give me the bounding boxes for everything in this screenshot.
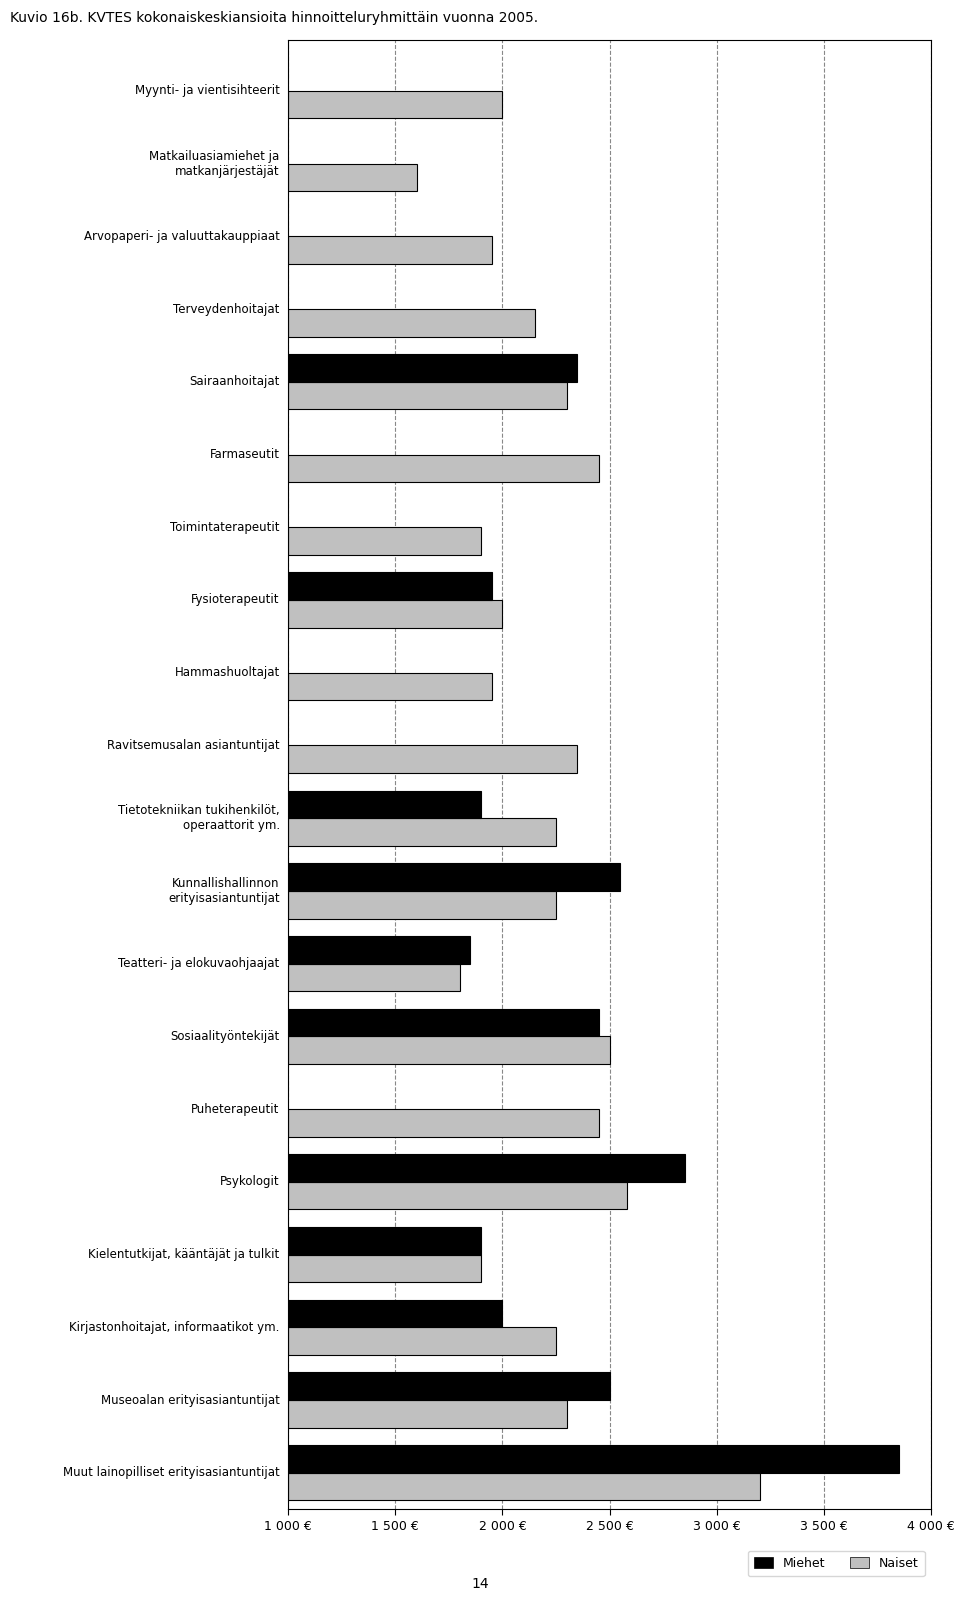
Bar (288, 1226, 481, 1255)
Bar (288, 864, 620, 891)
Bar (288, 163, 417, 192)
Bar (288, 91, 502, 118)
Bar (288, 818, 556, 846)
Text: Kuvio 16b. KVTES kokonaiskeskiansioita hinnoitteluryhmittäin vuonna 2005.: Kuvio 16b. KVTES kokonaiskeskiansioita h… (10, 11, 538, 26)
Bar (288, 1155, 684, 1182)
Bar (288, 936, 470, 963)
Bar (288, 1401, 566, 1428)
Bar (288, 672, 492, 701)
Bar (288, 1110, 599, 1137)
Bar (288, 310, 535, 337)
Bar (288, 455, 599, 482)
Bar (288, 600, 502, 628)
Bar (288, 1182, 627, 1209)
Bar (288, 1300, 502, 1327)
Bar (288, 746, 578, 773)
Bar (288, 791, 481, 818)
Bar (288, 1036, 610, 1064)
Bar (288, 1327, 556, 1354)
Bar (288, 382, 566, 409)
Bar (288, 1445, 899, 1472)
Bar (288, 963, 460, 992)
Bar (288, 527, 481, 554)
Bar (288, 355, 578, 382)
Bar (288, 1009, 599, 1036)
Bar (288, 572, 492, 600)
Legend: Miehet, Naiset: Miehet, Naiset (748, 1551, 924, 1576)
Bar (288, 236, 492, 264)
Bar (288, 1255, 481, 1282)
Bar (288, 1472, 759, 1501)
Bar (288, 1372, 610, 1401)
Bar (288, 891, 556, 918)
Text: 14: 14 (471, 1576, 489, 1591)
